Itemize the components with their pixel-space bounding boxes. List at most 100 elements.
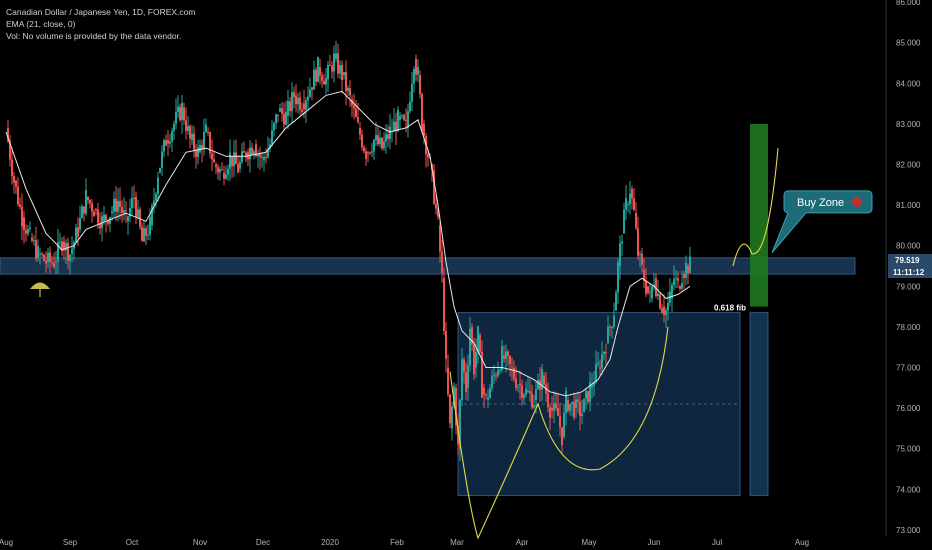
candle-body <box>493 374 495 377</box>
candle-body <box>319 67 321 76</box>
candle-body <box>597 362 599 365</box>
candle-body <box>589 382 591 402</box>
candle-body <box>607 326 609 344</box>
candle-body <box>67 242 69 261</box>
candle-body <box>91 203 93 212</box>
candle-body <box>511 367 513 369</box>
x-tick-label: May <box>581 538 596 547</box>
candle-body <box>479 334 481 352</box>
candle-body <box>171 131 173 142</box>
candle-body <box>583 398 585 413</box>
candle-body <box>651 286 653 299</box>
candle-body <box>569 403 571 411</box>
candle-body <box>465 372 467 392</box>
candle-body <box>253 151 255 155</box>
candle-body <box>147 234 149 236</box>
candle-body <box>555 403 557 408</box>
candle-body <box>63 241 65 251</box>
candle-body <box>353 105 355 109</box>
candle-body <box>617 262 619 293</box>
candle-body <box>557 407 559 417</box>
candle-body <box>439 225 441 252</box>
candle-body <box>605 351 607 354</box>
candle-body <box>689 256 691 274</box>
candle-body <box>173 124 175 132</box>
candle-body <box>529 390 531 394</box>
candle-body <box>553 403 555 411</box>
candle-body <box>155 194 157 201</box>
candle-body <box>97 209 99 224</box>
candle-body <box>229 152 231 169</box>
buy-zone-callout <box>771 190 873 254</box>
candle-body <box>615 292 617 311</box>
y-tick-label: 82.000 <box>896 160 921 169</box>
candle-body <box>487 398 489 400</box>
candle-body <box>637 227 639 257</box>
candle-body <box>627 204 629 206</box>
candle-body <box>375 135 377 141</box>
candle-body <box>11 159 13 177</box>
candle-body <box>665 310 667 315</box>
candle-body <box>399 116 401 120</box>
candle-body <box>383 141 385 149</box>
candle-body <box>503 355 505 359</box>
candle-body <box>587 391 589 402</box>
candle-body <box>663 306 665 315</box>
candle-body <box>177 106 179 112</box>
candle-body <box>89 200 91 204</box>
candle-body <box>163 140 165 152</box>
y-tick-label: 85.000 <box>896 39 921 48</box>
umbrella-icon <box>30 282 50 289</box>
buy-zone-box <box>750 123 768 307</box>
candle-body <box>191 133 193 141</box>
candle-body <box>499 369 501 371</box>
candle-body <box>471 326 473 345</box>
candle-body <box>577 399 579 402</box>
buy-zone-label: Buy Zone <box>797 197 844 209</box>
candle-body <box>51 261 53 263</box>
candle-body <box>309 89 311 97</box>
candle-body <box>277 114 279 117</box>
candle-body <box>585 391 587 399</box>
candle-body <box>37 245 39 259</box>
candle-body <box>633 198 635 210</box>
candle-body <box>565 390 567 413</box>
candle-body <box>613 315 615 327</box>
candle-body <box>657 293 659 297</box>
candle-body <box>421 94 423 132</box>
candle-body <box>41 253 43 255</box>
candle-body <box>103 214 105 222</box>
candle-body <box>83 206 85 214</box>
candle-body <box>411 83 413 102</box>
y-tick-label: 77.000 <box>896 363 921 372</box>
x-tick-label: Jul <box>712 538 722 547</box>
y-tick-label: 80.000 <box>896 242 921 251</box>
candle-body <box>459 400 461 449</box>
x-tick-label: Mar <box>450 538 464 547</box>
candle-body <box>327 65 329 80</box>
candle-body <box>649 291 651 293</box>
candle-body <box>559 416 561 428</box>
candle-body <box>455 387 457 426</box>
candle-body <box>77 227 79 237</box>
candle-body <box>655 278 657 297</box>
candle-body <box>29 227 31 229</box>
candle-body <box>161 151 163 168</box>
candle-body <box>305 100 307 110</box>
candle-body <box>449 394 451 424</box>
candle-body <box>463 359 465 373</box>
candle-body <box>93 211 95 217</box>
candle-body <box>55 261 57 263</box>
candle-body <box>521 385 523 398</box>
candle-body <box>603 351 605 355</box>
candle-body <box>13 176 15 183</box>
candle-body <box>345 72 347 92</box>
candle-body <box>433 170 435 204</box>
candle-body <box>547 393 549 408</box>
candle-body <box>119 201 121 207</box>
candle-body <box>285 111 287 125</box>
candle-body <box>181 103 183 121</box>
candle-body <box>209 132 211 154</box>
candle-body <box>515 378 517 388</box>
